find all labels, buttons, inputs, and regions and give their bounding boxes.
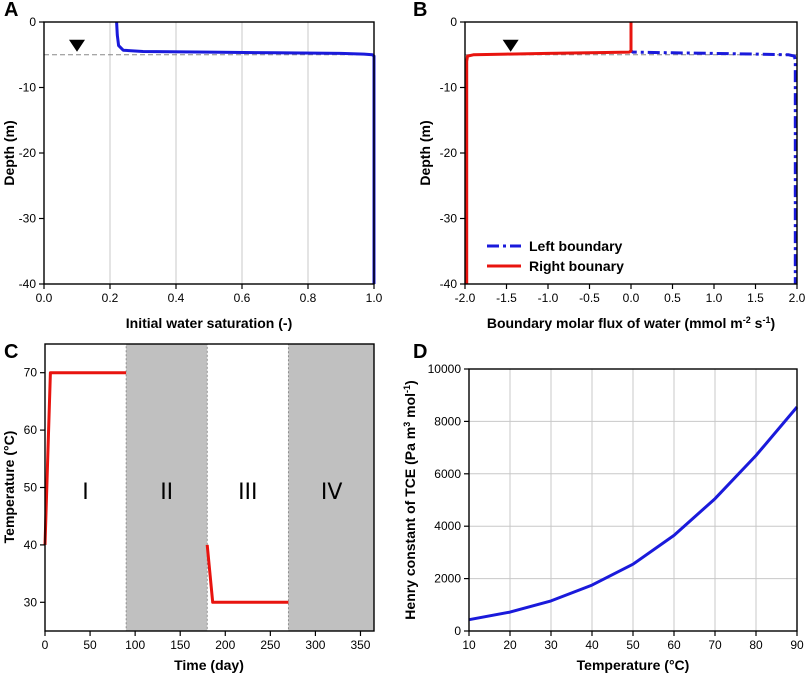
x-tick-label: 0.2: [102, 291, 119, 305]
y-axis-label: Henry constant of TCE (Pa m3 mol-1): [402, 380, 418, 619]
x-axis-label: Initial water saturation (-): [126, 315, 292, 331]
x-tick-label: 350: [350, 638, 370, 652]
x-tick-label: 2.0: [789, 291, 806, 305]
chart-panel-C: 0 50 100 150 200 250 300 350 30 40 50 60 70 C Time (da…: [1, 341, 375, 673]
x-axis-label: Temperature (°C): [577, 657, 690, 673]
x-tick-label: 200: [215, 638, 235, 652]
x-tick-label: 1.0: [706, 291, 723, 305]
x-tick-label: 30: [544, 638, 558, 652]
x-tick-label: 60: [667, 638, 681, 652]
y-axis-label: Temperature (°C): [1, 431, 17, 544]
y-tick-label: 0: [450, 15, 457, 29]
x-tick-label: -2.0: [455, 291, 476, 305]
water-table-marker: [502, 39, 519, 52]
y-tick-label: -20: [19, 146, 37, 160]
y-tick-label: 10000: [428, 362, 462, 376]
x-axis-label: Time (day): [174, 657, 244, 673]
y-axis-label: Depth (m): [1, 120, 17, 185]
data-series-line: [43, 371, 127, 545]
stage-label: I: [82, 480, 89, 505]
x-tick-label: 150: [170, 638, 190, 652]
x-tick-label: 250: [260, 638, 280, 652]
panel-letter: D: [413, 341, 427, 363]
y-tick-label: -10: [440, 81, 458, 95]
water-table-marker: [69, 39, 85, 52]
x-axis-label-part: -1: [762, 315, 770, 325]
y-tick-label: 30: [24, 595, 38, 609]
y-tick-label: -40: [19, 277, 37, 291]
y-tick-label: 2000: [434, 572, 461, 586]
x-tick-label: 90: [790, 638, 804, 652]
x-axis-label-part: Boundary molar flux of water (mmol m: [487, 315, 743, 331]
y-axis-label-part: -1: [402, 385, 412, 393]
y-tick-label: -10: [19, 81, 37, 95]
x-tick-label: 40: [585, 638, 599, 652]
panel-letter: B: [413, 0, 427, 21]
data-series-line: [205, 544, 289, 604]
data-series-line: [629, 22, 797, 284]
y-tick-label: -40: [440, 277, 458, 291]
x-tick-label: 50: [83, 638, 97, 652]
legend: Left boundary Right bounary: [487, 238, 624, 274]
stage-label: III: [238, 480, 257, 505]
stage-label: II: [160, 480, 173, 505]
y-tick-label: 0: [29, 15, 36, 29]
x-tick-label: 1.5: [747, 291, 764, 305]
stage-label: IV: [321, 480, 343, 505]
x-tick-label: 0: [42, 638, 49, 652]
x-tick-label: 0.4: [168, 291, 185, 305]
x-axis-label-part: s: [751, 315, 763, 331]
x-tick-label: 0.8: [300, 291, 317, 305]
y-axis-label: Depth (m): [417, 120, 433, 185]
chart-panel-D: 10 20 30 40 50 60 70 80 90 0 2000 4000 6000 8000 10000…: [402, 341, 804, 673]
x-tick-label: 10: [462, 638, 476, 652]
x-tick-label: -0.5: [579, 291, 600, 305]
x-tick-label: 0.0: [36, 291, 53, 305]
plot-frame: [43, 21, 375, 285]
y-tick-label: -30: [19, 212, 37, 226]
legend-label: Right bounary: [529, 258, 624, 274]
x-tick-label: 0.0: [623, 291, 640, 305]
x-tick-label: 70: [708, 638, 722, 652]
y-tick-label: -30: [440, 212, 458, 226]
y-axis-label-part: Henry constant of TCE (Pa m: [402, 427, 418, 620]
x-tick-label: 0.5: [664, 291, 681, 305]
x-axis-label-part: ): [770, 315, 775, 331]
x-axis-label-part: -2: [743, 315, 751, 325]
y-tick-label: 0: [454, 624, 461, 638]
legend-label: Left boundary: [529, 238, 623, 254]
y-axis-label-part: 3: [402, 422, 412, 427]
x-tick-label: 0.6: [234, 291, 251, 305]
x-tick-label: -1.5: [496, 291, 517, 305]
data-series-line: [468, 406, 799, 622]
x-tick-label: 1.0: [366, 291, 383, 305]
panel-letter: A: [4, 0, 18, 21]
y-tick-label: 60: [24, 423, 38, 437]
panel-letter: C: [4, 341, 18, 363]
x-tick-label: 100: [125, 638, 145, 652]
y-tick-label: 4000: [434, 519, 461, 533]
x-tick-label: 300: [305, 638, 325, 652]
x-tick-label: -1.0: [538, 291, 559, 305]
y-tick-label: 40: [24, 538, 38, 552]
chart-panel-B: -2.0 -1.5 -1.0 -0.5 0.0 0.5 1.0 1.5 2.0 0 -10 -20 -3…: [413, 0, 806, 331]
x-tick-label: 20: [503, 638, 517, 652]
y-tick-label: -20: [440, 146, 458, 160]
x-tick-label: 80: [749, 638, 763, 652]
y-axis-label-part: ): [402, 380, 418, 385]
y-tick-label: 50: [24, 481, 38, 495]
x-axis-label: Boundary molar flux of water (mmol m-2 s…: [487, 315, 775, 331]
data-series-line: [115, 21, 376, 284]
y-tick-label: 70: [24, 366, 38, 380]
data-series-line: [465, 22, 633, 284]
y-axis-label-part: mol: [402, 393, 418, 422]
x-tick-label: 50: [626, 638, 640, 652]
shaded-period: [287, 343, 375, 632]
y-tick-label: 8000: [434, 414, 461, 428]
chart-panel-A: 0.0 0.2 0.4 0.6 0.8 1.0 0 -10 -20 -30 -40 A Initial …: [1, 0, 383, 331]
y-tick-label: 6000: [434, 467, 461, 481]
